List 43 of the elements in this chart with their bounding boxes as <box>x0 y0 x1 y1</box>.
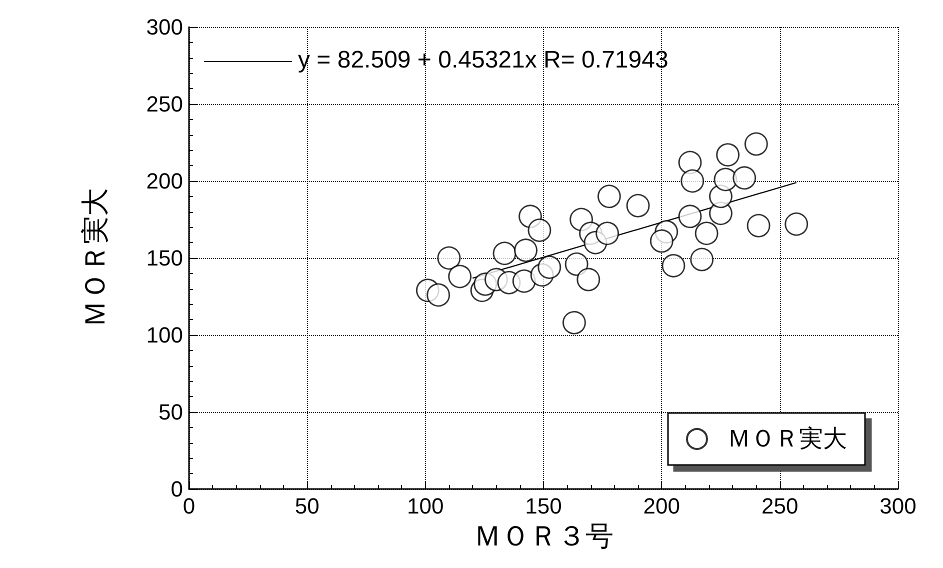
point <box>784 212 808 236</box>
x-tick-label: 200 <box>643 494 680 518</box>
y-tick-label: 100 <box>146 322 183 348</box>
x-tick-label: 150 <box>525 494 562 518</box>
point <box>562 310 586 334</box>
x-axis-title: ＭＯＲ３号 <box>474 520 614 552</box>
point <box>597 184 621 208</box>
point <box>746 214 770 238</box>
y-tick-label: 50 <box>158 400 183 424</box>
point <box>650 229 674 253</box>
point <box>714 168 738 192</box>
y-tick-label: 250 <box>146 92 183 116</box>
legend-label: ＭＯＲ実大 <box>727 426 847 452</box>
annotation: y = 82.509 + 0.45321x R= 0.71943 <box>298 46 668 74</box>
x-tick-label: 250 <box>761 494 798 518</box>
point <box>437 246 461 270</box>
point <box>694 222 718 246</box>
y-tick-label: 150 <box>146 246 183 270</box>
point <box>528 218 552 242</box>
point <box>564 252 588 276</box>
point <box>732 166 756 190</box>
y-tick-label: 200 <box>146 168 183 194</box>
x-tick-label: 50 <box>294 494 320 518</box>
point <box>492 242 516 266</box>
point <box>426 283 450 307</box>
point <box>576 268 600 292</box>
point <box>716 143 740 167</box>
point <box>744 132 768 156</box>
point <box>680 169 704 193</box>
x-tick-label: 300 <box>880 494 916 518</box>
point <box>662 254 686 278</box>
point <box>448 264 472 288</box>
y-tick-label: 300 <box>146 14 183 40</box>
point <box>512 269 536 293</box>
y-axis-title: ＭＯＲ実大 <box>80 188 110 328</box>
point <box>514 238 538 262</box>
point <box>596 222 620 246</box>
point <box>678 204 702 228</box>
point <box>626 194 650 218</box>
x-tick-label: 100 <box>406 494 444 518</box>
point <box>690 248 714 272</box>
y-tick-label: 0 <box>170 476 183 502</box>
point <box>538 255 562 279</box>
